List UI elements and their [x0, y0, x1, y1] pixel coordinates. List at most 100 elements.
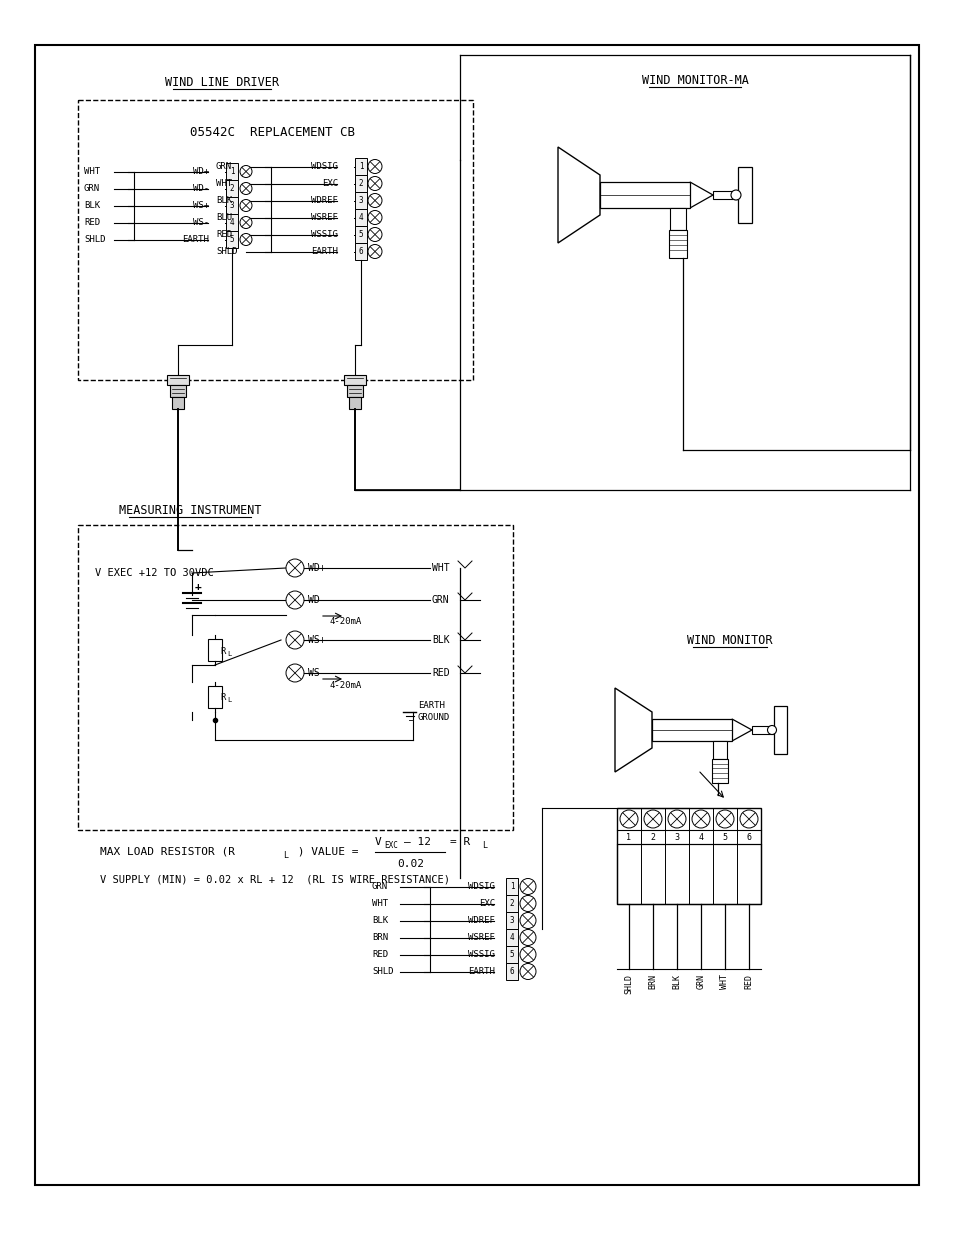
Text: 3: 3	[230, 201, 234, 210]
Circle shape	[240, 183, 252, 194]
Text: RED: RED	[432, 668, 449, 678]
Text: L: L	[227, 697, 231, 703]
Text: GRN: GRN	[696, 974, 705, 989]
Circle shape	[368, 210, 381, 225]
Text: GRN: GRN	[215, 162, 232, 170]
Text: 1: 1	[626, 832, 631, 841]
Text: 3: 3	[358, 196, 363, 205]
Text: GROUND: GROUND	[417, 714, 450, 722]
Text: GRN: GRN	[372, 882, 388, 890]
Text: BRN: BRN	[648, 974, 657, 989]
Text: MEASURING INSTRUMENT: MEASURING INSTRUMENT	[118, 504, 261, 516]
Text: WDSIG: WDSIG	[468, 882, 495, 890]
Bar	[78, 525, 513, 830]
Text: WHT: WHT	[720, 974, 729, 989]
Circle shape	[368, 177, 381, 190]
Text: ) VALUE =: ) VALUE =	[291, 847, 358, 857]
Text: SHLD: SHLD	[84, 235, 106, 245]
Circle shape	[286, 592, 304, 609]
Text: WSREF: WSREF	[311, 212, 337, 222]
Circle shape	[643, 810, 661, 827]
Text: 1: 1	[230, 167, 234, 177]
Text: EXC: EXC	[321, 179, 337, 188]
Text: 5: 5	[230, 235, 234, 245]
Bar	[170, 385, 186, 396]
Text: SHLD: SHLD	[215, 247, 237, 256]
Text: R: R	[220, 693, 225, 701]
Text: 3: 3	[509, 916, 514, 925]
Bar	[355, 226, 367, 243]
Circle shape	[240, 200, 252, 211]
Bar	[355, 191, 367, 209]
Text: 4: 4	[358, 212, 363, 222]
Bar	[651, 719, 731, 741]
Text: WHT: WHT	[215, 179, 232, 188]
Text: BLK: BLK	[432, 635, 449, 645]
Circle shape	[240, 216, 252, 228]
Text: GRN: GRN	[432, 595, 449, 605]
Text: SHLD: SHLD	[372, 967, 393, 976]
Text: EXC: EXC	[384, 841, 397, 851]
Bar	[208, 638, 222, 661]
Circle shape	[286, 559, 304, 577]
Text: EXC: EXC	[478, 899, 495, 908]
Bar	[773, 706, 786, 755]
Text: 4: 4	[230, 219, 234, 227]
Text: 1: 1	[358, 162, 363, 170]
Bar	[226, 163, 237, 180]
Polygon shape	[731, 719, 751, 741]
Text: WSREF: WSREF	[468, 932, 495, 942]
Circle shape	[519, 895, 536, 911]
Polygon shape	[689, 182, 712, 207]
Text: BLK: BLK	[672, 974, 680, 989]
Bar	[355, 158, 367, 175]
Text: WSSIG: WSSIG	[468, 950, 495, 960]
Bar	[505, 878, 517, 895]
Text: RED: RED	[84, 219, 100, 227]
Bar	[226, 180, 237, 198]
Text: WD+: WD+	[193, 167, 209, 177]
Bar	[355, 243, 367, 261]
Text: EARTH: EARTH	[417, 701, 444, 710]
Bar	[751, 726, 773, 734]
Text: 2: 2	[230, 184, 234, 193]
Bar	[208, 685, 222, 708]
Text: WIND MONITOR-MA: WIND MONITOR-MA	[640, 74, 748, 86]
Text: WDREF: WDREF	[468, 916, 495, 925]
Text: WHT: WHT	[372, 899, 388, 908]
Bar	[505, 895, 517, 911]
Bar	[226, 231, 237, 248]
Circle shape	[519, 963, 536, 979]
Circle shape	[368, 227, 381, 242]
Text: WIND LINE DRIVER: WIND LINE DRIVER	[165, 75, 278, 89]
Text: 0.02: 0.02	[396, 860, 423, 869]
Text: L: L	[283, 851, 288, 860]
Bar	[505, 911, 517, 929]
Circle shape	[368, 159, 381, 173]
Circle shape	[286, 631, 304, 650]
Text: WD-: WD-	[193, 184, 209, 193]
Bar	[505, 929, 517, 946]
Text: 6: 6	[358, 247, 363, 256]
Circle shape	[519, 930, 536, 946]
Text: BLU: BLU	[215, 212, 232, 222]
Circle shape	[519, 946, 536, 962]
Text: 1: 1	[509, 882, 514, 890]
Text: 2: 2	[650, 832, 655, 841]
Bar	[617, 808, 760, 904]
Text: L: L	[227, 651, 231, 657]
Text: – 12: – 12	[403, 837, 431, 847]
Circle shape	[286, 664, 304, 682]
Text: BLK: BLK	[84, 201, 100, 210]
Text: RED: RED	[372, 950, 388, 960]
Bar	[355, 175, 367, 191]
Text: GRN: GRN	[84, 184, 100, 193]
Text: WD+: WD+	[308, 563, 325, 573]
Bar	[505, 963, 517, 981]
Text: V: V	[375, 837, 381, 847]
Text: BLK: BLK	[215, 196, 232, 205]
Text: EARTH: EARTH	[182, 235, 209, 245]
Bar	[347, 385, 363, 396]
Circle shape	[240, 165, 252, 178]
Bar	[669, 207, 685, 230]
